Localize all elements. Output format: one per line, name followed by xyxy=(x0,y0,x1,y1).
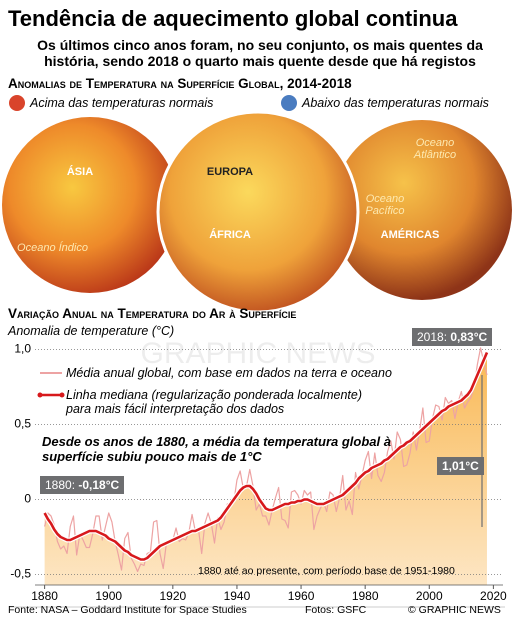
subtitle: Os últimos cinco anos foram, no seu conj… xyxy=(37,37,483,70)
start-label: 1880: xyxy=(45,478,76,492)
label-atlantic: Oceano Atlântico xyxy=(413,137,457,161)
end-label: 2018: xyxy=(417,330,448,344)
x-tick-label: 2020 xyxy=(480,589,507,603)
label-americas: AMÉRICAS xyxy=(380,229,440,241)
x-tick-label: 1920 xyxy=(159,589,186,603)
start-annotation: 1880: -0,18°C xyxy=(40,476,125,494)
legend-sample-dot xyxy=(37,392,43,398)
change-annotation: 1,01°C xyxy=(437,457,484,475)
annual-line xyxy=(44,347,488,573)
label-europe: EUROPA xyxy=(206,166,254,178)
legend-swatch-below xyxy=(281,95,297,111)
legend-above: Acima das temperaturas normais xyxy=(30,96,214,110)
x-tick-label: 1940 xyxy=(224,589,251,603)
y-axis-label: Anomalia de temperature (°C) xyxy=(8,324,175,338)
globe-americas xyxy=(332,120,512,300)
legend-swatch-above xyxy=(9,95,25,111)
end-value: 0,83°C xyxy=(450,330,488,344)
label-asia: ÁSIA xyxy=(66,166,94,178)
chart-title: Variação Anual na Temperatura do Ar à Su… xyxy=(8,306,297,321)
globe-asia xyxy=(2,117,178,293)
area xyxy=(44,352,487,585)
title: Tendência de aquecimento global continua xyxy=(8,6,458,31)
x-tick-label: 1960 xyxy=(288,589,315,603)
label-indian: Oceano Índico xyxy=(17,242,88,254)
base-period: 1880 até ao presente, com período base d… xyxy=(198,565,455,577)
start-value: -0,18°C xyxy=(78,478,120,492)
photos: Fotos: GSFC xyxy=(305,604,367,616)
credit: © GRAPHIC NEWS xyxy=(408,604,501,616)
x-tick-label: 2000 xyxy=(416,589,443,603)
x-tick-label: 1880 xyxy=(31,589,58,603)
y-tick-label: 1,0 xyxy=(14,342,31,356)
map-title: Anomalias de Temperatura na Superfície G… xyxy=(8,76,352,91)
watermark: GRAPHIC NEWS xyxy=(140,337,375,370)
legend-annual: Média anual global, com base em dados na… xyxy=(66,366,392,380)
x-tick-label: 1980 xyxy=(352,589,379,603)
source: Fonte: NASA – Goddard Institute for Spac… xyxy=(8,604,247,616)
chart-note: Desde os anos de 1880, a média da temper… xyxy=(42,434,391,464)
legend-below: Abaixo das temperaturas normais xyxy=(302,96,489,110)
label-pacific: Oceano Pacífico xyxy=(365,193,405,217)
globe-africa xyxy=(156,110,360,314)
legend-smoothed: Linha mediana (regularização ponderada l… xyxy=(66,388,363,417)
y-tick-label: -0,5 xyxy=(10,567,31,581)
x-tick-label: 1900 xyxy=(95,589,122,603)
y-tick-label: 0,5 xyxy=(14,417,31,431)
y-tick-label: 0 xyxy=(24,492,31,506)
end-annotation: 2018: 0,83°C xyxy=(412,328,493,346)
smoothed-line xyxy=(43,351,489,561)
label-africa: ÁFRICA xyxy=(209,229,251,241)
legend-sample-dot xyxy=(59,392,65,398)
